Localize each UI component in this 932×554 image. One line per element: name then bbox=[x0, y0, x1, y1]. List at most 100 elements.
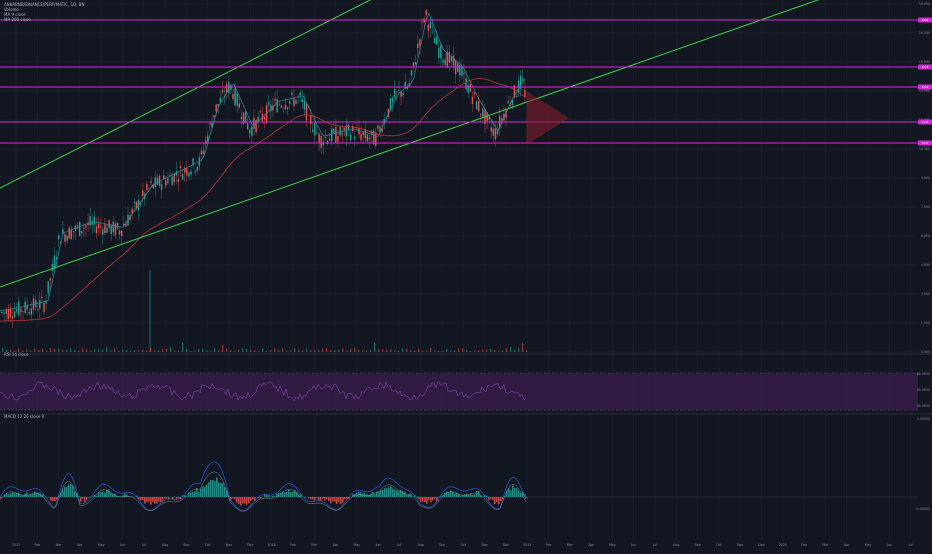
time-axis-label: Dec bbox=[758, 543, 764, 547]
candle-body bbox=[41, 297, 42, 298]
candle-body bbox=[367, 135, 368, 141]
volume-bar bbox=[306, 349, 307, 352]
macd-histogram-bar bbox=[26, 492, 28, 497]
macd-histogram-bar bbox=[10, 493, 12, 497]
candle-body bbox=[268, 102, 269, 105]
macd-histogram-bar bbox=[64, 487, 66, 497]
candle-body bbox=[392, 98, 393, 102]
macd-histogram-bar bbox=[206, 484, 208, 497]
macd-axis-label: 0.00000 bbox=[917, 417, 930, 421]
candle-body bbox=[249, 130, 250, 134]
time-axis-label: Oct bbox=[716, 543, 722, 547]
macd-histogram-bar bbox=[324, 497, 326, 501]
candle-body bbox=[377, 125, 378, 128]
candle-body bbox=[300, 93, 301, 96]
macd-histogram-bar bbox=[202, 486, 204, 497]
volume-bar bbox=[434, 351, 435, 352]
volume-bar bbox=[246, 349, 247, 352]
macd-histogram-bar bbox=[526, 497, 528, 498]
macd-pane-title[interactable]: MACD 12 26 close 9 bbox=[4, 414, 44, 419]
time-axis-label: Mar bbox=[56, 543, 63, 547]
macd-histogram-bar bbox=[144, 497, 146, 504]
candle-body bbox=[295, 100, 296, 104]
volume-bar bbox=[522, 343, 523, 352]
macd-axis-label: -0.00000 bbox=[916, 507, 930, 511]
rsi-pane-title[interactable]: RSI 14 close bbox=[4, 352, 28, 357]
indicator-ma-slow[interactable]: MA 200 close bbox=[4, 17, 85, 22]
price-axis-label: 0.000 bbox=[921, 350, 930, 354]
candle-body bbox=[339, 127, 340, 136]
volume-bar bbox=[422, 351, 423, 352]
macd-histogram-bar bbox=[102, 492, 104, 497]
volume-bar bbox=[226, 349, 227, 352]
macd-histogram-bar bbox=[200, 489, 202, 497]
macd-histogram-bar bbox=[404, 492, 406, 497]
candle-body bbox=[29, 312, 30, 314]
candle-body bbox=[232, 94, 233, 99]
volume-bar bbox=[346, 351, 347, 352]
candle-body bbox=[174, 173, 175, 182]
candle-body bbox=[375, 133, 376, 146]
volume-bar bbox=[310, 350, 311, 352]
candle-body bbox=[363, 132, 364, 135]
candle-body bbox=[283, 108, 284, 109]
candle-body bbox=[108, 220, 109, 228]
candle-body bbox=[155, 178, 156, 187]
volume-bar bbox=[294, 348, 295, 352]
volume-bar bbox=[482, 350, 483, 352]
candle-body bbox=[50, 278, 51, 281]
candle-body bbox=[58, 235, 59, 239]
volume-bar bbox=[182, 343, 183, 352]
macd-histogram-bar bbox=[146, 497, 148, 502]
candle-body bbox=[163, 175, 164, 178]
candle-body bbox=[79, 222, 80, 236]
macd-histogram-bar bbox=[152, 497, 154, 502]
time-axis-label: Oct bbox=[205, 543, 211, 547]
candle-body bbox=[121, 231, 122, 236]
macd-histogram-bar bbox=[252, 497, 254, 499]
volume-bar bbox=[498, 351, 499, 352]
macd-histogram-bar bbox=[284, 492, 286, 497]
candle-body bbox=[43, 303, 44, 312]
candle-body bbox=[304, 101, 305, 109]
candle-body bbox=[115, 224, 116, 235]
volume-bar bbox=[418, 349, 419, 352]
volume-bar bbox=[170, 347, 171, 352]
volume-bar bbox=[82, 349, 83, 352]
macd-histogram-bar bbox=[100, 492, 102, 497]
macd-histogram-bar bbox=[462, 495, 464, 497]
macd-histogram-bar bbox=[490, 497, 492, 499]
candle-body bbox=[302, 99, 303, 102]
volume-bar bbox=[446, 349, 447, 352]
candle-body bbox=[321, 136, 322, 148]
volume-bar bbox=[90, 351, 91, 352]
volume-bar bbox=[266, 351, 267, 352]
time-axis-label: Jun bbox=[119, 543, 125, 547]
candle-body bbox=[440, 45, 441, 58]
time-axis-label: 2020 bbox=[779, 543, 787, 547]
candle-body bbox=[318, 133, 319, 143]
volume-bar bbox=[190, 351, 191, 352]
candle-body bbox=[344, 128, 345, 130]
macd-histogram-bar bbox=[488, 497, 490, 500]
volume-bar bbox=[402, 348, 403, 352]
volume-bar bbox=[106, 347, 107, 352]
candle-body bbox=[516, 96, 517, 97]
candle-body bbox=[37, 309, 38, 310]
volume-bar bbox=[282, 348, 283, 352]
candle-body bbox=[182, 175, 183, 180]
macd-histogram-bar bbox=[392, 488, 394, 497]
macd-histogram-bar bbox=[140, 497, 142, 500]
candle-body bbox=[73, 231, 74, 232]
rsi-axis-label: 40.0000 bbox=[917, 404, 930, 408]
candle-body bbox=[161, 184, 162, 189]
candle-body bbox=[39, 300, 40, 309]
time-axis-label: 2018 bbox=[268, 543, 276, 547]
macd-histogram-bar bbox=[424, 497, 426, 502]
volume-bar bbox=[338, 350, 339, 352]
time-axis-label: Mar bbox=[822, 543, 829, 547]
time-axis-label: Dec bbox=[247, 543, 253, 547]
macd-histogram-bar bbox=[212, 480, 214, 497]
